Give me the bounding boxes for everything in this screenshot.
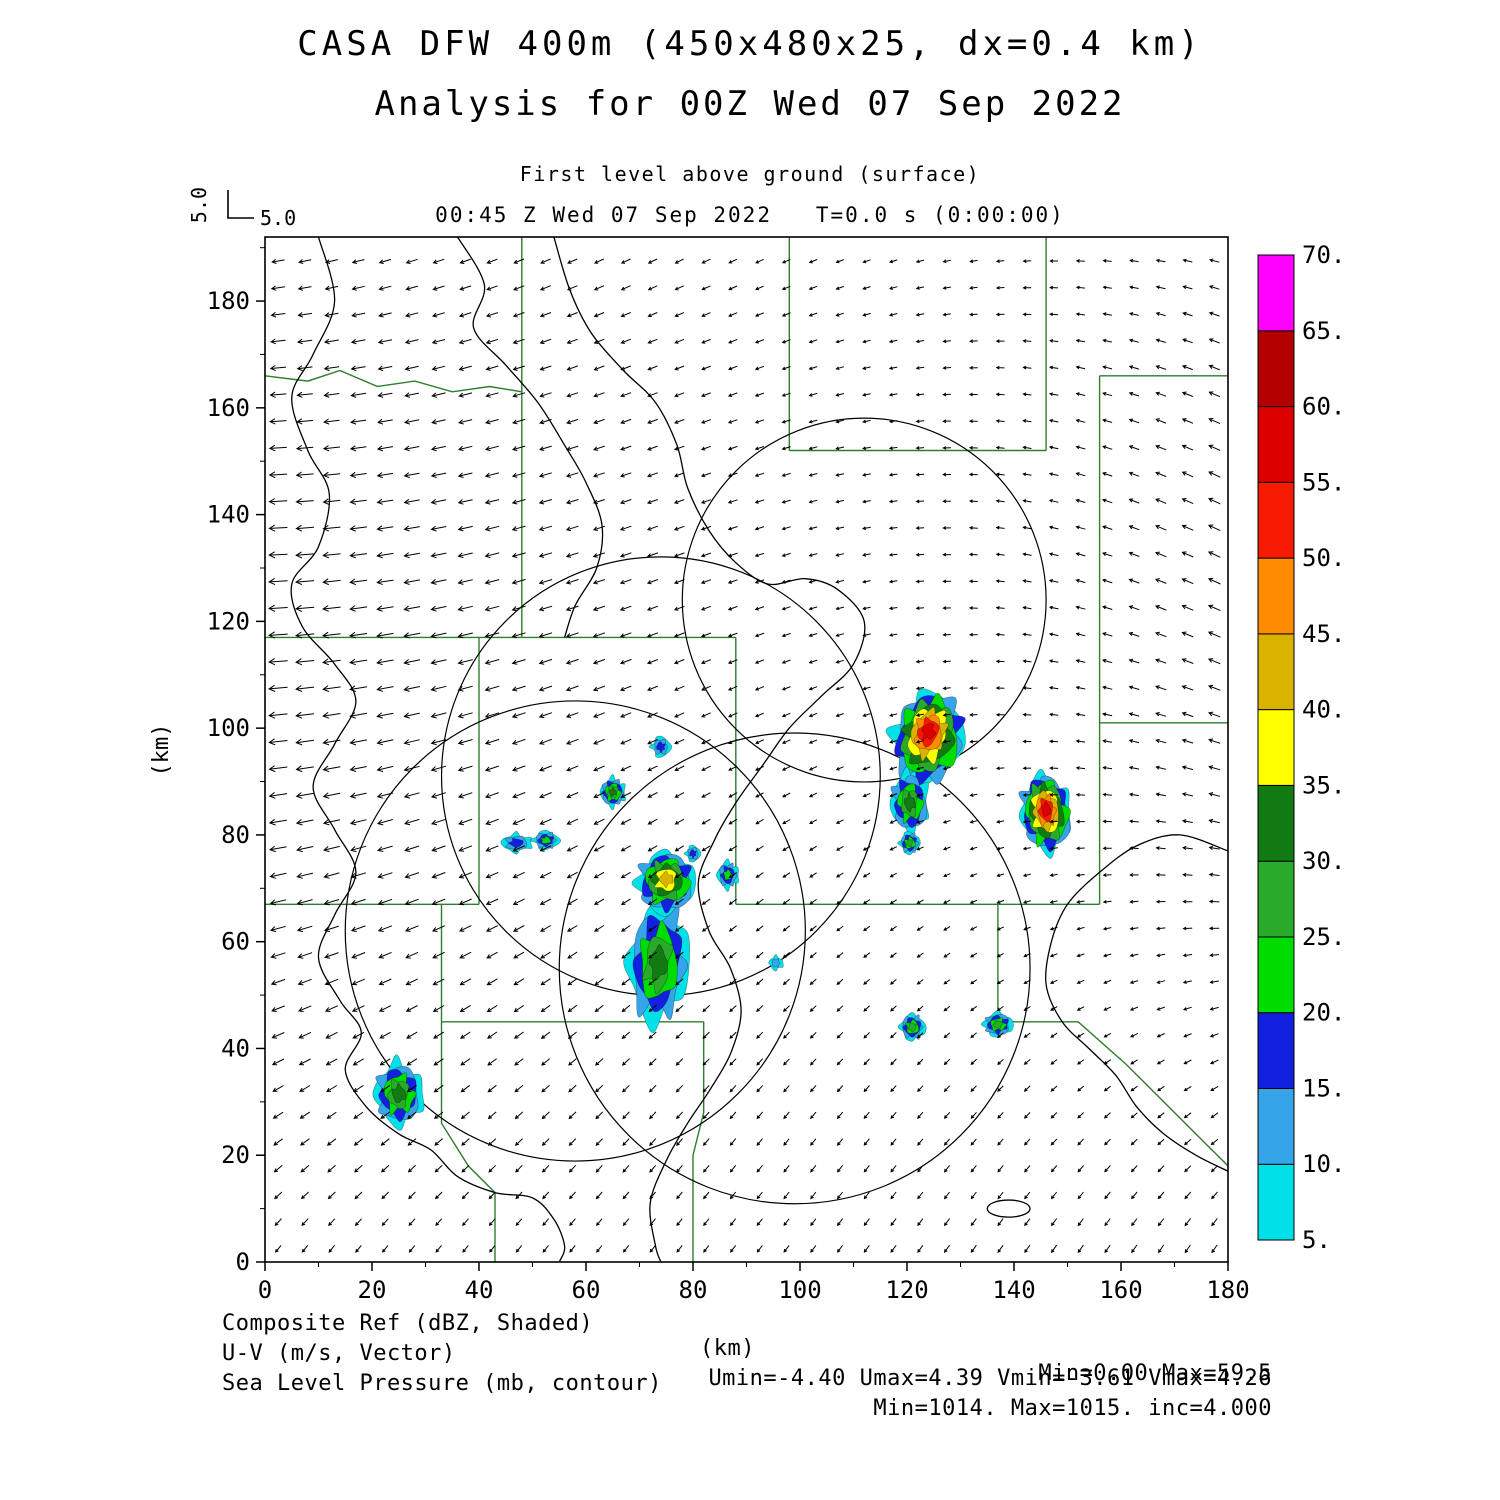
x-axis: 0 20 40 60 80 100 120 140 160 180 bbox=[258, 1262, 1250, 1304]
radar-range-rings bbox=[344, 417, 1047, 1205]
svg-text:10.: 10. bbox=[1302, 1150, 1345, 1178]
legend-slp-stats: Min=1014. Max=1015. inc=4.000 bbox=[873, 1396, 1272, 1421]
svg-text:60: 60 bbox=[572, 1276, 601, 1304]
legend-wind-label: U-V (m/s, Vector) bbox=[222, 1341, 456, 1366]
valid-time-label: 00:45 Z Wed 07 Sep 2022 T=0.0 s (0:00:00… bbox=[435, 203, 1065, 227]
svg-text:160: 160 bbox=[207, 394, 250, 422]
svg-text:100: 100 bbox=[778, 1276, 821, 1304]
svg-text:70.: 70. bbox=[1302, 241, 1345, 269]
svg-text:60: 60 bbox=[221, 928, 250, 956]
svg-text:0: 0 bbox=[258, 1276, 272, 1304]
vector-scale-horizontal-label: 5.0 bbox=[260, 206, 296, 230]
legend-row-wind: U-V (m/s, Vector) Umin=-4.40 Umax=4.39 V… bbox=[0, 1316, 1500, 1391]
pressure-contours bbox=[290, 237, 1228, 1262]
svg-text:80: 80 bbox=[679, 1276, 708, 1304]
svg-text:40: 40 bbox=[221, 1034, 250, 1062]
svg-text:55.: 55. bbox=[1302, 468, 1345, 496]
svg-text:140: 140 bbox=[207, 501, 250, 529]
svg-text:180: 180 bbox=[1206, 1276, 1249, 1304]
svg-text:120: 120 bbox=[885, 1276, 928, 1304]
y-axis-unit-label: (km) bbox=[149, 724, 174, 777]
svg-text:65.: 65. bbox=[1302, 317, 1345, 345]
svg-text:35.: 35. bbox=[1302, 771, 1345, 799]
svg-text:30.: 30. bbox=[1302, 847, 1345, 875]
svg-text:0: 0 bbox=[236, 1248, 250, 1276]
svg-text:160: 160 bbox=[1099, 1276, 1142, 1304]
svg-text:5.: 5. bbox=[1302, 1226, 1331, 1254]
svg-text:15.: 15. bbox=[1302, 1075, 1345, 1103]
wind-vector-field bbox=[268, 258, 1221, 1254]
legend-slp-label: Sea Level Pressure (mb, contour) bbox=[222, 1371, 662, 1396]
colorbar: 5. 10. 15. 20. 25. 30. 35. 40. 45. 50. 55. 60. 65. 70… bbox=[1257, 241, 1345, 1254]
reflectivity-cells bbox=[372, 688, 1072, 1131]
county-boundaries bbox=[265, 237, 1228, 1262]
legend-row-pressure: Sea Level Pressure (mb, contour) Min=101… bbox=[0, 1346, 1500, 1421]
plot-content bbox=[265, 237, 1228, 1262]
svg-text:120: 120 bbox=[207, 607, 250, 635]
x-axis-unit-label: (km) bbox=[700, 1336, 755, 1361]
svg-text:100: 100 bbox=[207, 714, 250, 742]
svg-text:45.: 45. bbox=[1302, 620, 1345, 648]
svg-text:40.: 40. bbox=[1302, 696, 1345, 724]
svg-text:140: 140 bbox=[992, 1276, 1035, 1304]
svg-text:25.: 25. bbox=[1302, 923, 1345, 951]
svg-text:60.: 60. bbox=[1302, 393, 1345, 421]
vector-scale-vertical-label: 5.0 bbox=[187, 187, 211, 223]
level-label: First level above ground (surface) bbox=[519, 162, 981, 186]
page-subtitle: Analysis for 00Z Wed 07 Sep 2022 bbox=[374, 84, 1126, 124]
svg-text:20: 20 bbox=[221, 1141, 250, 1169]
svg-text:40: 40 bbox=[465, 1276, 494, 1304]
svg-text:20: 20 bbox=[358, 1276, 387, 1304]
svg-text:180: 180 bbox=[207, 287, 250, 315]
y-axis: 0 20 40 60 80 100 120 140 160 180 (km) bbox=[149, 247, 265, 1276]
svg-text:20.: 20. bbox=[1302, 999, 1345, 1027]
legend-ref-label: Composite Ref (dBZ, Shaded) bbox=[222, 1311, 594, 1336]
svg-text:80: 80 bbox=[221, 821, 250, 849]
svg-text:50.: 50. bbox=[1302, 544, 1345, 572]
legend-row-reflectivity: Composite Ref (dBZ, Shaded) (km) Min=0.0… bbox=[0, 1286, 1500, 1386]
legend-ref-stats: Min=0.00 Max=59.5 bbox=[1038, 1361, 1272, 1386]
vector-scale-mark: 5.0 5.0 bbox=[187, 187, 296, 230]
legend-wind-stats: Umin=-4.40 Umax=4.39 Vmin=-3.61 Vmax=4.2… bbox=[708, 1366, 1272, 1391]
page-title: CASA DFW 400m (450x480x25, dx=0.4 km) bbox=[297, 24, 1203, 64]
